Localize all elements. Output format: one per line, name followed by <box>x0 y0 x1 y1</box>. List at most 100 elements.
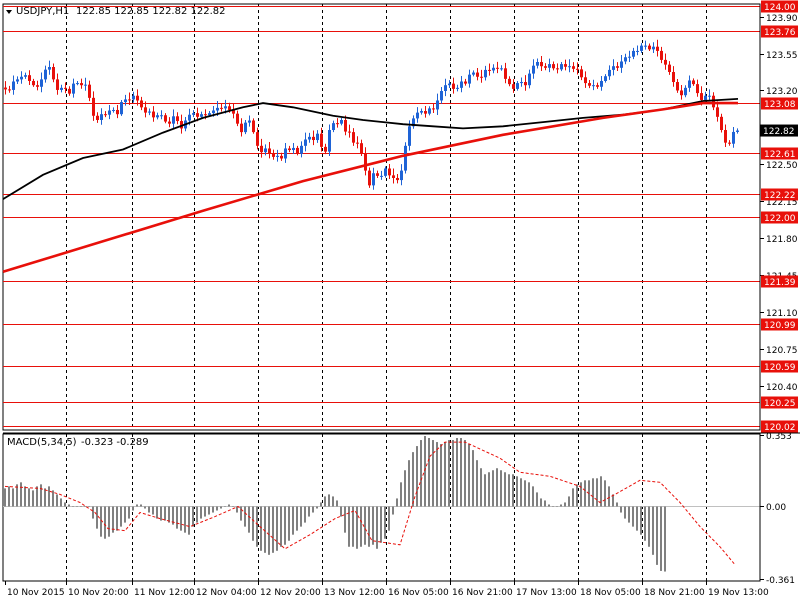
macd-bar <box>32 490 34 507</box>
candle-bearish <box>376 173 379 176</box>
macd-axis-ticks: 0.353 0.00 -0.361 <box>760 432 795 586</box>
candle-bearish <box>116 109 119 115</box>
candle-bearish <box>80 83 83 86</box>
macd-bar <box>412 452 414 507</box>
macd-bar <box>528 482 530 507</box>
price-tick-label: 123.90 <box>766 14 798 24</box>
macd-bar <box>372 506 374 545</box>
macd-bar <box>632 506 634 527</box>
candle-bullish <box>172 116 175 124</box>
level-label-box <box>761 396 798 409</box>
macd-bar <box>444 442 446 507</box>
candle-bearish <box>676 82 679 91</box>
candle-bearish <box>268 148 271 154</box>
price-pane[interactable] <box>2 3 761 431</box>
level-label: 123.08 <box>764 100 796 110</box>
macd-bar <box>292 506 294 535</box>
price-tick-label: 121.80 <box>766 235 798 245</box>
macd-bar <box>616 502 618 507</box>
macd-bar <box>396 498 398 507</box>
macd-bar <box>164 506 166 521</box>
candle-bullish <box>548 64 551 68</box>
candle-bearish <box>52 67 55 80</box>
candle-bearish <box>352 132 355 143</box>
candle-bullish <box>736 130 739 132</box>
candle-bullish <box>108 110 111 115</box>
time-tick-label: 17 Nov 13:00 <box>516 588 577 598</box>
moving-average-line <box>2 101 738 274</box>
macd-bar <box>516 476 518 507</box>
macd-bar <box>12 488 14 507</box>
candle-bullish <box>264 148 267 153</box>
level-label-box <box>761 0 798 13</box>
candle-bearish <box>432 108 435 110</box>
macd-bar <box>200 506 202 519</box>
macd-bar <box>580 482 582 507</box>
candle-bearish <box>392 175 395 178</box>
candle-bullish <box>652 46 655 50</box>
candle-bullish <box>244 122 247 133</box>
candle-bearish <box>36 85 39 87</box>
price-tick-label: 121.10 <box>766 309 798 319</box>
candle-bullish <box>292 147 295 151</box>
macd-bar <box>512 474 514 507</box>
moving-averages <box>2 98 739 274</box>
candle-bearish <box>256 132 259 146</box>
macd-bar <box>464 440 466 507</box>
candle-bullish <box>500 68 503 70</box>
time-axis[interactable]: 10 Nov 2015 10 Nov 20:00 11 Nov 12:00 12 No… <box>3 580 769 598</box>
macd-bar <box>480 468 482 507</box>
candle-bullish <box>16 79 19 82</box>
macd-bar <box>400 482 402 507</box>
time-tick-label: 11 Nov 12:00 <box>134 588 195 598</box>
macd-axis[interactable]: 0.353 0.00 -0.361 <box>759 432 795 586</box>
macd-pane[interactable] <box>2 433 761 582</box>
price-axis[interactable]: 123.90 123.55 123.20 122.50 122.15 121.80 121.… <box>759 0 798 434</box>
macd-bar <box>564 502 566 507</box>
candle-bearish <box>700 93 703 100</box>
macd-tick-label: -0.361 <box>766 576 795 586</box>
candle-bullish <box>532 65 535 74</box>
candle-bearish <box>104 114 107 116</box>
triangle-down-icon[interactable] <box>6 10 12 14</box>
candle-bullish <box>216 107 219 111</box>
candle-bullish <box>688 80 691 88</box>
level-label-box <box>761 211 798 224</box>
candle-bullish <box>112 109 115 111</box>
candle-bullish <box>632 50 635 57</box>
candle-bullish <box>408 126 411 146</box>
candle-bearish <box>288 148 291 151</box>
candle-bearish <box>572 66 575 69</box>
candle-bearish <box>476 72 479 77</box>
level-labels: 124.00 123.76 123.08 122.61 122.22 122.00 121.… <box>761 0 798 433</box>
macd-bar <box>596 478 598 507</box>
candle-bearish <box>8 89 11 91</box>
macd-bar <box>116 506 118 531</box>
macd-bar <box>68 504 70 507</box>
candle-bearish <box>360 143 363 154</box>
current-price-marker: 122.82 <box>760 124 798 137</box>
horizontal-levels <box>3 6 760 427</box>
candle-bearish <box>396 177 399 181</box>
macd-bar <box>80 506 82 507</box>
candle-bullish <box>328 130 331 152</box>
level-label-box <box>761 275 798 288</box>
macd-bar <box>572 488 574 507</box>
time-tick-label: 18 Nov 21:00 <box>644 588 705 598</box>
macd-bar <box>392 506 394 515</box>
candle-bearish <box>144 107 147 113</box>
macd-bar <box>24 486 26 507</box>
candle-bearish <box>344 119 347 132</box>
candle-bullish <box>412 118 415 127</box>
macd-bar <box>260 506 262 551</box>
macd-bar <box>664 506 666 572</box>
candle-bearish <box>576 68 579 70</box>
macd-bar <box>640 506 642 535</box>
level-label-box <box>761 188 798 201</box>
macd-bar <box>452 440 454 507</box>
candle-bullish <box>428 108 431 114</box>
level-label: 121.39 <box>764 278 796 288</box>
macd-bar <box>336 500 338 507</box>
candle-bullish <box>460 81 463 88</box>
